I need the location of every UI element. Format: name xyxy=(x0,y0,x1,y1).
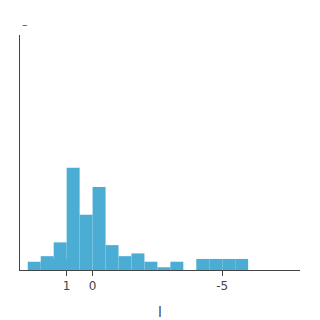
svg-text:–: – xyxy=(22,18,28,31)
svg-text:-5: -5 xyxy=(216,279,228,293)
svg-text:l: l xyxy=(158,304,162,320)
svg-text:0: 0 xyxy=(89,279,97,293)
svg-text:1: 1 xyxy=(63,279,71,293)
